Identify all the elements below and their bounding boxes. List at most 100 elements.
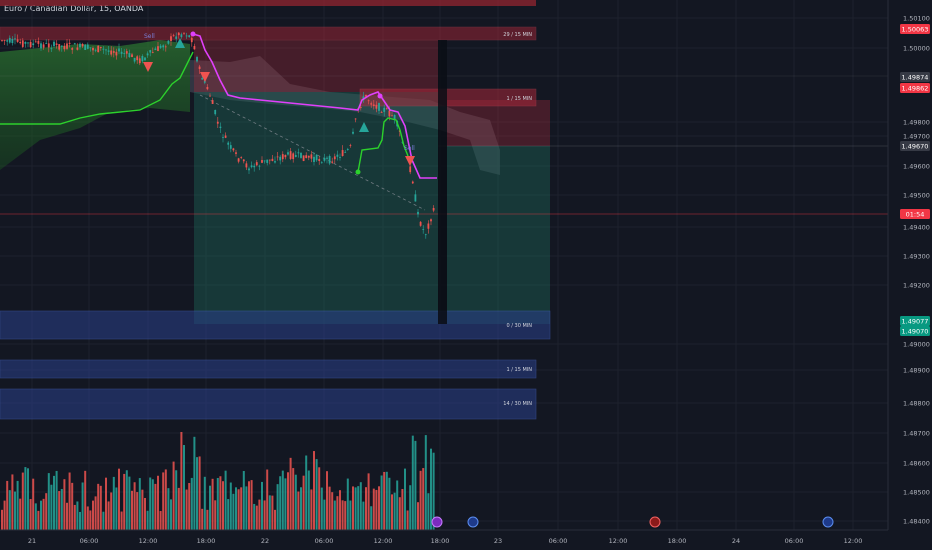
volume-bar: [235, 487, 237, 530]
price-badge-label: 1.49874: [902, 74, 929, 82]
candle-body: [216, 121, 219, 124]
volume-bar: [274, 509, 276, 530]
volume-bar: [3, 500, 6, 530]
volume-bar: [40, 500, 42, 530]
volume-bar: [1, 509, 3, 530]
candle-body: [323, 157, 326, 161]
volume-bar: [333, 500, 336, 530]
volume-bar: [427, 493, 430, 530]
price-badge-box: [900, 24, 930, 34]
price-tick-label: 1.49500: [903, 192, 930, 200]
candle-body: [318, 158, 321, 161]
candle-body: [331, 161, 334, 163]
volume-bar: [136, 492, 139, 530]
candle-body: [339, 156, 341, 158]
candle-body: [14, 38, 16, 40]
volume-bar: [214, 500, 217, 530]
volume-bar: [19, 498, 22, 530]
volume-bar: [123, 473, 126, 530]
candle-body: [105, 49, 107, 51]
volume-bar: [14, 491, 16, 530]
magenta-dot-1: [190, 31, 196, 37]
candle-body: [11, 38, 14, 44]
volume-bar: [172, 461, 175, 530]
volume-bar: [60, 488, 63, 530]
candle-body: [375, 104, 378, 109]
volume-bar: [289, 457, 292, 530]
volume-bar: [55, 470, 58, 530]
event-icons[interactable]: [431, 516, 834, 528]
candle-body: [63, 45, 66, 50]
candle-body: [193, 45, 196, 50]
candle-body: [68, 42, 71, 44]
volume-bar: [16, 480, 19, 530]
volume-bar: [112, 476, 115, 530]
candle-body: [328, 155, 331, 164]
candle-body: [162, 45, 165, 48]
candle-body: [60, 45, 63, 47]
candle-body: [276, 156, 279, 158]
candle-body: [6, 40, 9, 42]
candle-body: [248, 168, 250, 171]
demand-zone-3: [0, 388, 537, 420]
volume-bar: [170, 499, 172, 530]
price-tick-label: 1.49700: [903, 133, 930, 141]
volume-bar: [396, 480, 399, 530]
price-axis[interactable]: 1.50100 1.50000 1.49800 1.49700 1.49600 1.495…: [903, 15, 930, 526]
volume-bar: [362, 501, 365, 530]
volume-bar: [318, 467, 321, 530]
price-badge-box: [900, 316, 930, 326]
candle-body: [141, 55, 144, 62]
price-badge-box: [900, 72, 930, 82]
candle-body: [209, 95, 211, 97]
candle-body: [37, 40, 40, 44]
volume-bar: [206, 509, 209, 530]
volume-bar: [388, 477, 391, 530]
candle-body: [255, 162, 258, 166]
candle-body: [271, 158, 274, 162]
candle-body: [346, 149, 349, 150]
volume-bar: [339, 490, 341, 530]
time-axis[interactable]: 21 06:00 12:00 18:00 22 06:00 12:00 18:00 23 06:0…: [28, 537, 863, 545]
volume-bar: [66, 502, 68, 530]
lightning-icon[interactable]: [431, 516, 443, 528]
volume-bar: [99, 485, 102, 530]
candle-body: [245, 163, 248, 168]
volume-bar: [193, 436, 196, 530]
candle-body: [180, 34, 183, 38]
volume-bar: [183, 445, 185, 530]
volume-bar: [151, 479, 154, 530]
candle-body: [211, 100, 214, 104]
flag-icon-2[interactable]: [649, 516, 661, 528]
price-badge-box: [900, 209, 930, 219]
candle-body: [383, 107, 386, 112]
volume-bar: [271, 495, 274, 530]
price-badges: 1.50063 1.49874 1.49862 1.49670 01:54 1.49077…: [900, 24, 930, 336]
candle-body: [292, 153, 295, 160]
price-tick-label: 1.49200: [903, 282, 930, 290]
candle-body: [300, 152, 302, 158]
volume-bar: [346, 478, 349, 530]
flag-icon-3[interactable]: [822, 516, 834, 528]
flag-icon-1[interactable]: [467, 516, 479, 528]
candle-body: [133, 57, 136, 62]
volume-bar: [409, 485, 412, 530]
volume-bar: [300, 487, 302, 530]
price-badge-label: 1.49077: [902, 318, 929, 326]
candle-body: [172, 35, 175, 37]
volume-bar: [227, 499, 230, 530]
candle-body: [279, 156, 282, 161]
candle-body: [388, 110, 391, 117]
price-badge-box: [900, 83, 930, 93]
volume-bar: [177, 487, 180, 530]
volume-bar: [115, 487, 118, 530]
time-tick-label: 18:00: [197, 537, 216, 545]
candle-body: [313, 156, 315, 162]
candle-body: [97, 45, 100, 53]
volume-bar: [430, 448, 432, 530]
volume-bar: [352, 486, 354, 530]
candle-body: [268, 159, 271, 161]
volume-bar: [266, 469, 269, 530]
volume-bar: [284, 478, 287, 530]
